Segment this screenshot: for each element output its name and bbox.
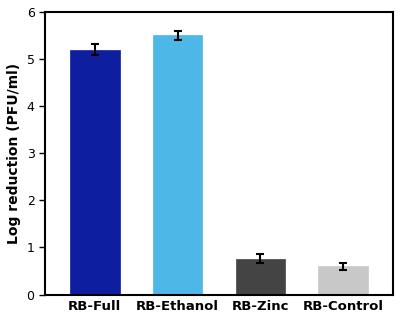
Bar bbox=[236, 259, 285, 294]
Y-axis label: Log reduction (PFU/ml): Log reduction (PFU/ml) bbox=[7, 63, 21, 244]
Bar bbox=[153, 36, 202, 294]
Bar bbox=[318, 266, 368, 294]
Bar bbox=[70, 50, 120, 294]
